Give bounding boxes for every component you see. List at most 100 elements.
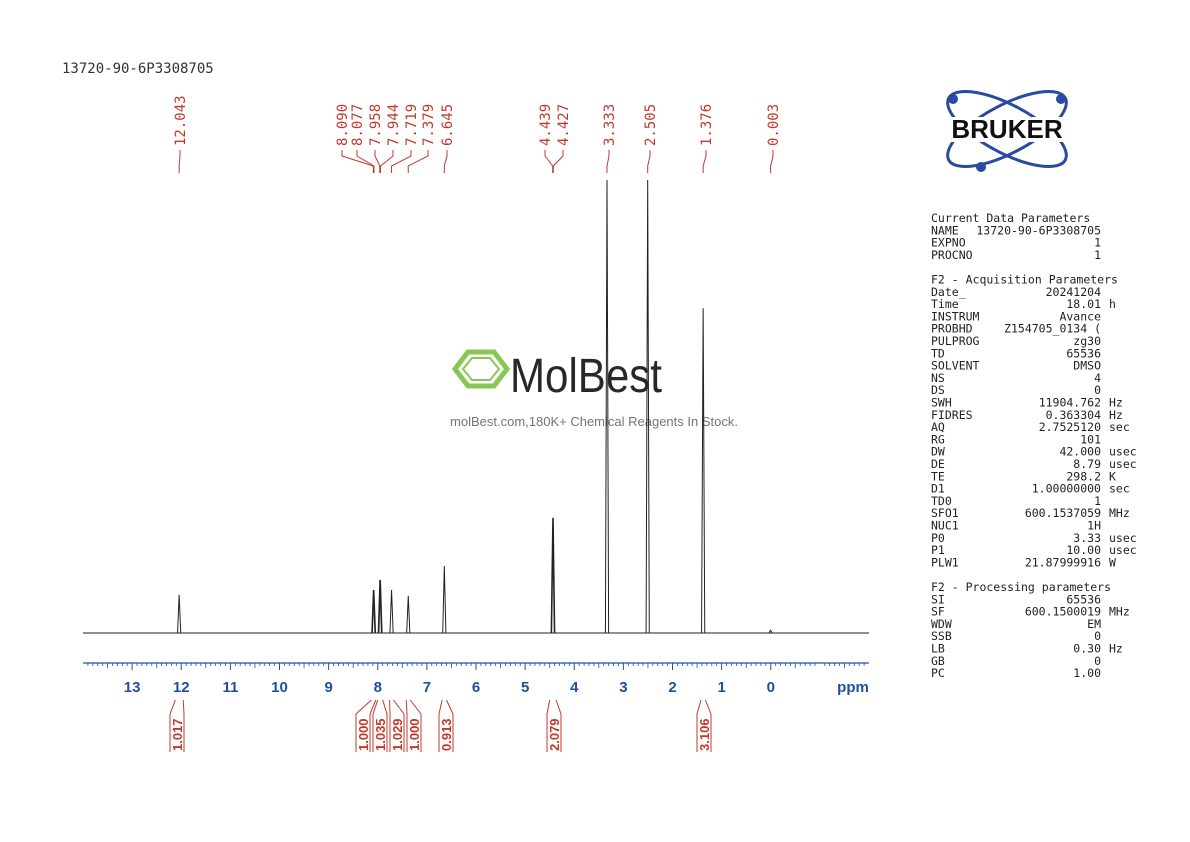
x-tick-label: 11: [222, 679, 238, 696]
integral-label: 1.029: [390, 718, 405, 751]
param-unit: Hz: [1109, 408, 1123, 422]
param-key: SF: [931, 605, 945, 619]
param-key: D1: [931, 482, 945, 496]
param-value: 3.33: [1073, 531, 1101, 545]
peak-label-leader: [443, 150, 448, 173]
param-value: DMSO: [1073, 359, 1101, 373]
integral-bracket: [696, 699, 712, 752]
x-tick-label: 10: [271, 679, 288, 696]
param-unit: usec: [1109, 531, 1137, 545]
param-value: zg30: [1073, 334, 1101, 348]
param-key: PC: [931, 666, 945, 680]
param-value: 65536: [1066, 346, 1101, 360]
peak-label-leader: [380, 150, 394, 173]
peak-label: 0.003: [766, 104, 782, 146]
param-key: WDW: [931, 617, 952, 631]
param-value: 1.00000000: [1032, 482, 1101, 496]
param-key: DE: [931, 457, 945, 471]
peak-label: 7.379: [421, 104, 437, 146]
peak-label-leader: [606, 150, 610, 173]
param-value: 0: [1094, 383, 1101, 397]
peak-label: 1.376: [699, 104, 715, 146]
param-value: 0: [1094, 654, 1101, 668]
peak: [551, 517, 556, 634]
param-unit: h: [1109, 297, 1116, 311]
peak-label-leader: [178, 150, 181, 173]
param-unit: usec: [1109, 543, 1137, 557]
peak: [371, 589, 376, 634]
param-unit: sec: [1109, 482, 1130, 496]
param-value: 298.2: [1066, 469, 1101, 483]
param-key: EXPNO: [931, 236, 966, 250]
param-value: 18.01: [1066, 297, 1101, 311]
integral-label: 2.079: [547, 718, 562, 751]
param-key: SFO1: [931, 506, 959, 520]
peak-label-leader: [374, 150, 381, 173]
param-key: SOLVENT: [931, 359, 980, 373]
peak-label-leader: [544, 150, 554, 173]
param-value: 1.00: [1073, 666, 1101, 680]
param-key: TD: [931, 346, 945, 360]
param-value: 13720-90-6P3308705: [976, 223, 1101, 237]
param-unit: W: [1109, 555, 1116, 569]
integral-label: 1.017: [170, 718, 185, 751]
x-axis-label: ppm: [837, 679, 869, 696]
peak-label-leader: [356, 150, 375, 173]
peak-label: 7.944: [386, 104, 402, 146]
param-unit: MHz: [1109, 605, 1130, 619]
param-unit: K: [1109, 469, 1116, 483]
x-tick-label: 7: [423, 679, 431, 696]
integral-label: 1.000: [356, 718, 371, 751]
param-unit: sec: [1109, 420, 1130, 434]
x-tick-label: 6: [472, 679, 480, 696]
peak: [550, 517, 555, 634]
param-value: 1: [1094, 494, 1101, 508]
param-unit: Hz: [1109, 642, 1123, 656]
peak-label-leader: [407, 150, 429, 173]
peak-label: 7.719: [404, 104, 420, 146]
param-value: 11904.762: [1039, 396, 1101, 410]
param-key: INSTRUM: [931, 309, 980, 323]
param-key: NUC1: [931, 519, 959, 533]
watermark-brand: MolBest: [510, 350, 662, 403]
param-heading: F2 - Processing parameters: [931, 580, 1111, 594]
param-value: 65536: [1066, 592, 1101, 606]
integral-label: 1.035: [373, 718, 388, 751]
peak: [701, 308, 706, 634]
param-key: GB: [931, 654, 945, 668]
x-tick-label: 12: [173, 679, 190, 696]
param-value: 42.000: [1059, 445, 1101, 459]
integral-label: 3.106: [697, 718, 712, 751]
sample-id: 13720-90-6P3308705: [62, 61, 214, 77]
param-key: Time: [931, 297, 959, 311]
param-value: 1: [1094, 248, 1101, 262]
x-tick-label: 3: [619, 679, 627, 696]
param-value: Z154705_0134 (: [1004, 322, 1101, 336]
param-key: LB: [931, 642, 945, 656]
param-unit: Hz: [1109, 396, 1123, 410]
param-key: PROCNO: [931, 248, 973, 262]
param-key: Date_: [931, 285, 966, 299]
watermark: MolBest molBest.com,180K+ Chemical Reage…: [450, 349, 738, 429]
x-tick-label: 2: [668, 679, 676, 696]
param-value: 4: [1094, 371, 1101, 385]
param-key: SI: [931, 592, 945, 606]
integral-bracket: [546, 699, 562, 752]
param-value: EM: [1087, 617, 1101, 631]
peak-label-leader: [341, 150, 374, 173]
peak-label: 3.333: [602, 104, 618, 146]
integral-bracket: [355, 699, 377, 752]
param-unit: usec: [1109, 445, 1137, 459]
peak: [177, 594, 182, 634]
param-key: TD0: [931, 494, 952, 508]
peak: [645, 179, 650, 634]
x-tick-label: 1: [717, 679, 725, 696]
param-value: 0.363304: [1046, 408, 1101, 422]
integral-label: 1.000: [407, 718, 422, 751]
param-value: 600.1500019: [1025, 605, 1101, 619]
param-key: DW: [931, 445, 945, 459]
watermark-tagline: molBest.com,180K+ Chemical Reagents In S…: [450, 414, 738, 429]
